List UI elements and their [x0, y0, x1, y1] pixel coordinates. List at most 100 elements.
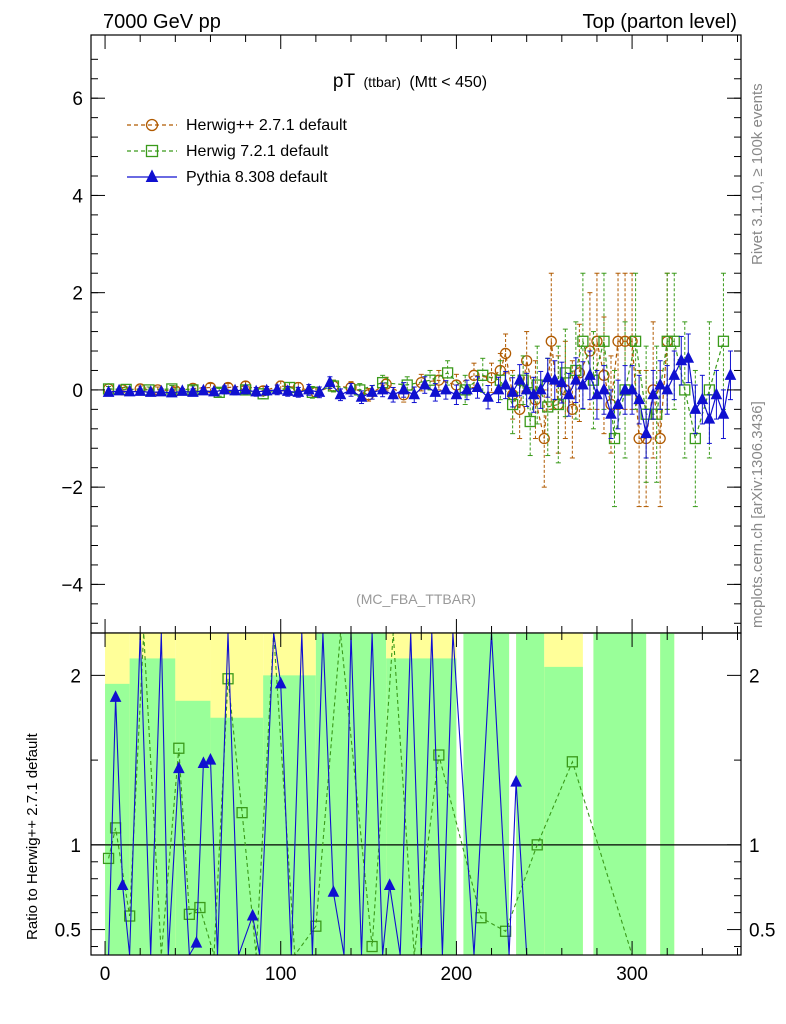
- ratio-point: [246, 908, 259, 921]
- data-point: [717, 407, 730, 419]
- main-plot-area: [102, 272, 737, 508]
- data-point: [717, 335, 730, 347]
- side-label-rivet: Rivet 3.1.10, ≥ 100k events: [749, 83, 766, 265]
- data-point: [324, 375, 336, 388]
- ratio-point: [383, 878, 396, 891]
- data-point: [345, 382, 357, 395]
- ratio-point: [236, 806, 248, 819]
- uncertainty-band-green: [175, 700, 211, 955]
- data-point: [563, 387, 575, 400]
- series-line: [108, 339, 668, 440]
- data-point: [376, 382, 389, 395]
- xtick-label: 300: [616, 964, 648, 985]
- xtick-label: 100: [265, 964, 297, 985]
- ratio-point: [194, 901, 206, 914]
- data-point: [619, 382, 631, 395]
- data-point: [218, 382, 231, 395]
- data-point: [626, 382, 638, 395]
- main-ytick-label: 4: [72, 186, 83, 207]
- data-point: [668, 368, 681, 380]
- data-point: [303, 382, 315, 395]
- main-x-ticks: [104, 35, 738, 633]
- ratio-point: [310, 920, 322, 932]
- data-point: [633, 432, 645, 445]
- data-point: [482, 390, 494, 402]
- data-point: [461, 382, 473, 395]
- main-panel: −4 −2 0 2 4 6 pT (ttbar) (Mtt < 450) (MC_FBA_…: [61, 34, 742, 634]
- ratio-ytick-label-left: 2: [70, 666, 81, 687]
- data-point: [144, 385, 157, 397]
- main-ytick-label: 6: [72, 89, 83, 110]
- data-point: [440, 382, 452, 395]
- data-point: [271, 382, 284, 395]
- xtick-label: 200: [441, 964, 473, 985]
- data-point: [598, 382, 610, 395]
- ratio-ytick-label-right: 0.5: [749, 921, 775, 942]
- plot-title-main: pT: [333, 71, 356, 92]
- data-point: [661, 382, 674, 395]
- legend-marker: [145, 118, 159, 132]
- data-point: [570, 373, 582, 385]
- data-point: [524, 415, 536, 428]
- main-ytick-label: −2: [61, 478, 83, 499]
- plot-title: pT (ttbar) (Mtt < 450): [333, 71, 487, 92]
- data-point: [584, 368, 596, 380]
- data-point: [187, 385, 199, 397]
- data-point: [548, 373, 561, 385]
- ratio-line: [108, 633, 633, 955]
- side-label-mcplots: mcplots.cern.ch [arXiv:1306.3436]: [749, 401, 766, 628]
- uncertainty-band-green: [593, 633, 647, 955]
- data-point: [661, 335, 673, 347]
- data-point: [682, 351, 695, 363]
- data-point: [552, 398, 564, 411]
- data-point: [471, 380, 484, 392]
- data-point: [703, 411, 716, 424]
- data-point: [102, 385, 115, 397]
- data-point: [397, 382, 410, 395]
- ratio-point: [327, 885, 340, 897]
- data-point: [499, 377, 512, 390]
- ratio-point: [204, 752, 217, 765]
- legend-label: Pythia 8.308 default: [186, 169, 328, 186]
- data-point: [239, 382, 252, 395]
- uncertainty-band-green: [386, 658, 457, 955]
- data-point: [499, 347, 512, 360]
- ratio-point: [102, 852, 115, 865]
- uncertainty-band-green: [315, 633, 387, 955]
- main-ytick-label: 0: [72, 381, 83, 402]
- legend-marker: [145, 144, 159, 158]
- ratio-point: [366, 940, 378, 953]
- data-point: [123, 384, 136, 397]
- legend: Herwig++ 2.7.1 default Herwig 7.2.1 defau…: [127, 117, 348, 186]
- data-point: [281, 384, 294, 396]
- data-point: [710, 387, 723, 400]
- data-point: [612, 397, 624, 409]
- data-point: [577, 335, 589, 347]
- ratio-series-herwig7: [102, 633, 633, 955]
- ratio-x-ticks: 0 100 200 300: [100, 633, 738, 985]
- data-point: [229, 383, 241, 396]
- data-point: [334, 387, 347, 400]
- data-point: [113, 383, 125, 396]
- data-point: [573, 367, 586, 379]
- data-point: [629, 335, 642, 347]
- data-point: [534, 382, 547, 395]
- legend-marker: [145, 169, 159, 182]
- data-point: [366, 385, 378, 397]
- series-line: [108, 357, 732, 434]
- ratio-plot-area: [91, 633, 741, 955]
- data-point: [387, 387, 399, 400]
- data-point: [605, 407, 617, 419]
- data-point: [477, 369, 489, 381]
- data-point: [408, 387, 421, 400]
- data-point: [541, 370, 554, 383]
- data-point: [654, 377, 666, 390]
- data-point: [418, 377, 431, 390]
- data-point: [668, 335, 680, 347]
- data-point: [556, 375, 568, 388]
- ratio-point: [222, 673, 234, 685]
- data-point: [506, 385, 519, 397]
- uncertainty-band-green: [544, 666, 583, 955]
- ratio-point: [566, 756, 579, 768]
